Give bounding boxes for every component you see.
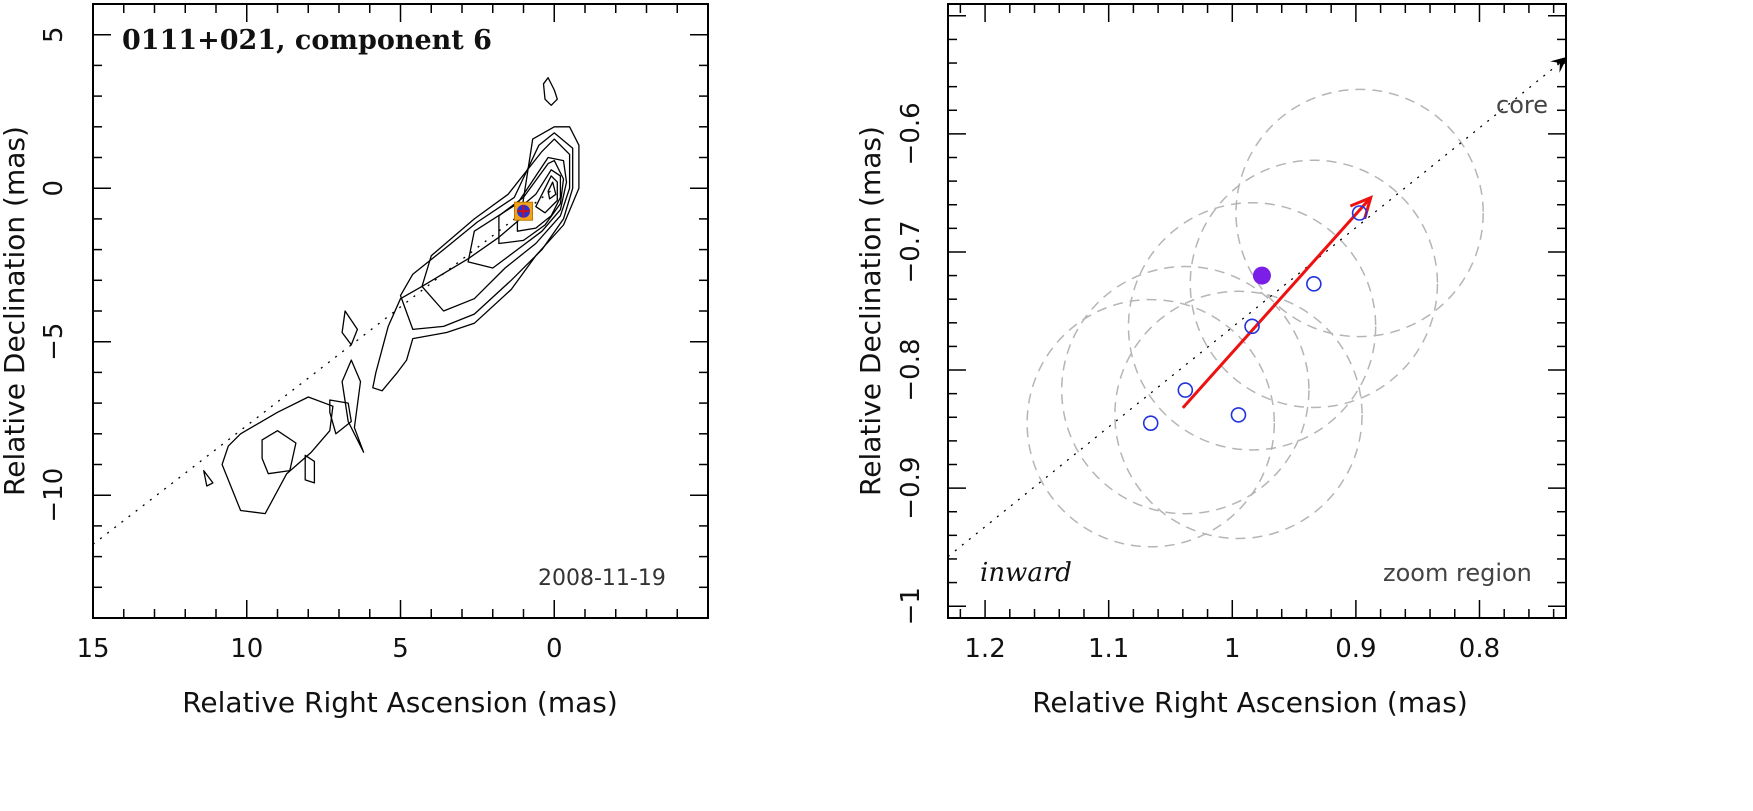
core-arrow-head: [1550, 57, 1566, 73]
contour-level-2: [399, 132, 574, 331]
contour-level-1: [304, 454, 316, 484]
contour-level-1: [221, 396, 334, 515]
mean-position-marker: [1252, 266, 1271, 285]
contour-level-1: [372, 126, 580, 392]
epoch-position-marker: [1230, 407, 1247, 423]
y-tick-label: −5: [39, 323, 69, 361]
inward-label: inward: [980, 558, 1072, 588]
x-tick-label: 5: [392, 634, 409, 664]
contour-map-y-axis-label: Relative Declination (mas): [0, 126, 31, 496]
contour-map-x-axis-label: Relative Right Ascension (mas): [182, 686, 618, 719]
zoom-panel-data: [948, 57, 1566, 558]
uncertainty-circle: [1060, 265, 1310, 515]
core-label: core: [1496, 91, 1548, 119]
component-marker: [514, 201, 533, 221]
contour-map-data: [93, 77, 580, 545]
contour-level-1: [341, 359, 365, 453]
epoch-position-marker: [1244, 318, 1260, 335]
uncertainty-circle: [1235, 88, 1484, 338]
y-tick-label: −0.9: [896, 457, 926, 520]
zoom-panel-x-axis-label: Relative Right Ascension (mas): [1032, 686, 1468, 719]
zoom-panel-y-axis-label: Relative Declination (mas): [854, 126, 887, 496]
contour-level-7: [535, 175, 558, 214]
contour-level-1: [203, 469, 214, 487]
y-tick-label: −1: [896, 587, 926, 625]
zoom-panel: 1.2 1.1 1 0.9 0.8 −0.6 −0.7 −0.8 −0.9 −1 core inw…: [854, 3, 1567, 719]
contour-map-frame: [92, 3, 709, 619]
x-tick-label: 0: [546, 634, 563, 664]
contour-level-2: [261, 430, 297, 475]
motion-vector-line: [1181, 196, 1372, 409]
uncertainty-circle: [1189, 159, 1439, 409]
epoch-position-marker: [1177, 382, 1194, 398]
zoom-region-label: zoom region: [1383, 559, 1532, 587]
contour-map-ticks: 15 10 5 0 5 0 −5 −10: [39, 3, 709, 664]
uncertainty-circle: [1114, 290, 1363, 540]
jet-direction-line: [93, 187, 555, 545]
y-tick-label: 0: [39, 180, 69, 197]
x-tick-label: 1.1: [1088, 634, 1129, 664]
contour-level-4: [467, 156, 568, 269]
observation-date: 2008-11-19: [538, 566, 666, 591]
y-tick-label: −10: [39, 468, 69, 523]
x-tick-label: 10: [230, 634, 263, 664]
x-tick-label: 0.8: [1459, 634, 1500, 664]
contour-level-3: [421, 138, 571, 312]
contour-map-panel: 15 10 5 0 5 0 −5 −10 0111+021, component 6 2008…: [0, 3, 709, 719]
y-tick-label: 5: [39, 26, 69, 43]
contour-level-6: [516, 169, 562, 232]
y-tick-label: −0.6: [896, 102, 926, 165]
contour-level-5: [498, 159, 565, 245]
zoom-panel-ticks: 1.2 1.1 1 0.9 0.8 −0.6 −0.7 −0.8 −0.9 −1: [896, 4, 1566, 664]
y-tick-label: −0.8: [896, 338, 926, 401]
x-tick-label: 15: [76, 634, 109, 664]
epoch-position-marker: [1142, 415, 1159, 431]
contour-map-title: 0111+021, component 6: [122, 25, 492, 56]
x-tick-label: 1: [1224, 634, 1241, 664]
zoom-panel-frame: [947, 3, 1567, 619]
contour-level-8: [547, 181, 557, 200]
x-tick-label: 0.9: [1335, 634, 1376, 664]
epoch-position-marker: [1351, 205, 1368, 221]
contour-level-1: [542, 77, 558, 106]
epoch-position-marker: [1306, 276, 1322, 292]
uncertainty-circle: [1127, 202, 1377, 451]
contour-level-1: [341, 310, 359, 346]
core-direction-line: [948, 62, 1561, 558]
y-tick-label: −0.7: [896, 220, 926, 283]
x-tick-label: 1.2: [964, 634, 1005, 664]
uncertainty-circle: [1026, 298, 1276, 548]
contour-level-1: [329, 399, 352, 435]
